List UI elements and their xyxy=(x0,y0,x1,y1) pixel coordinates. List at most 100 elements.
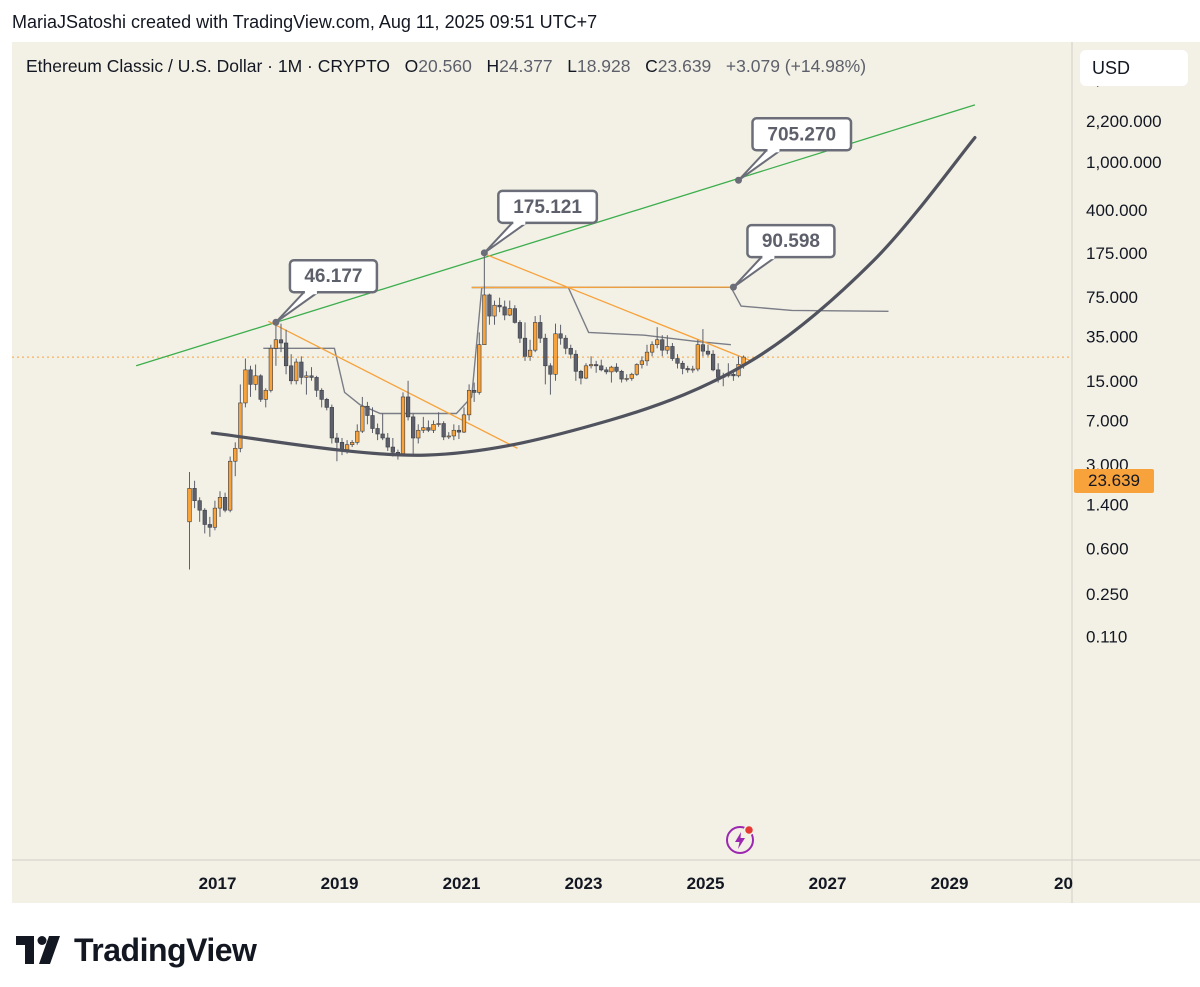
candle-body xyxy=(527,349,533,357)
candle-body xyxy=(451,429,456,437)
orange-trendline xyxy=(268,320,518,449)
candle-body xyxy=(578,370,584,379)
price-chart[interactable]: 12,000.0005,000.0002,200.0001,000.000400… xyxy=(12,42,1200,903)
currency-unit-button[interactable]: USD xyxy=(1080,50,1188,86)
candle-body xyxy=(233,448,238,462)
high-label: H xyxy=(486,56,500,76)
bowl-curve xyxy=(210,136,977,457)
candle-body xyxy=(243,369,248,404)
candle-body xyxy=(629,373,634,379)
x-tick-label: 2019 xyxy=(321,874,359,893)
callout-joint xyxy=(513,219,526,225)
callout-label: 705.270 xyxy=(767,124,836,145)
candle-body xyxy=(639,360,645,365)
candle-body xyxy=(710,353,716,371)
x-tick-label: 2017 xyxy=(199,874,237,893)
callout-pointer xyxy=(737,149,784,182)
candle-body xyxy=(482,294,487,345)
candle-body xyxy=(228,460,233,511)
candle-body xyxy=(619,370,624,380)
candle-body xyxy=(187,488,192,523)
lightning-icon[interactable] xyxy=(724,824,756,856)
candle-body xyxy=(604,369,609,373)
symbol-name: Ethereum Classic / U.S. Dollar · 1M · CR… xyxy=(26,56,391,76)
candle-body xyxy=(416,429,421,439)
x-tick-label: 2029 xyxy=(931,874,969,893)
current-price-tag: 23.639 xyxy=(1074,469,1154,493)
candle-body xyxy=(421,427,426,431)
candle-body xyxy=(548,365,553,375)
candle-body xyxy=(207,524,212,528)
candle-body xyxy=(385,437,390,448)
x-tick-label: 2027 xyxy=(809,874,847,893)
candle-body xyxy=(273,339,279,349)
candle-body xyxy=(716,369,721,378)
brand-name: TradingView xyxy=(74,931,257,968)
close-label: C xyxy=(645,56,658,76)
candle-body xyxy=(477,344,482,393)
x-tick-label: 2023 xyxy=(565,874,603,893)
orange-trendline xyxy=(481,252,752,362)
open-value: 20.560 xyxy=(418,56,472,76)
tradingview-logo-icon xyxy=(16,936,60,964)
candle-body xyxy=(680,362,685,369)
candle-body xyxy=(497,304,502,308)
candle-body xyxy=(624,378,629,380)
callout-box xyxy=(497,189,599,225)
candle-body xyxy=(283,342,289,367)
tradingview-logo[interactable]: TradingView xyxy=(16,931,257,968)
candle-body xyxy=(731,373,736,377)
candle-body xyxy=(329,407,334,439)
candle-body xyxy=(405,396,411,418)
y-tick-label: 0.600 xyxy=(1086,539,1129,558)
candle-body xyxy=(599,365,604,371)
candle-body xyxy=(202,509,207,525)
callout-label: 46.177 xyxy=(304,266,362,287)
candle-body xyxy=(360,405,365,432)
candle-body xyxy=(502,306,507,316)
candle-body xyxy=(538,322,543,339)
chart-panel[interactable]: 12,000.0005,000.0002,200.0001,000.000400… xyxy=(12,42,1200,903)
y-tick-label: 12,000.000 xyxy=(1086,42,1171,43)
candle-body xyxy=(222,497,228,511)
candle-body xyxy=(568,347,573,355)
candle-body xyxy=(558,333,563,339)
y-tick-label: 0.250 xyxy=(1086,585,1129,604)
candle-body xyxy=(238,402,243,449)
candle-body xyxy=(324,399,329,408)
y-tick-label: 15.000 xyxy=(1086,372,1138,391)
candle-body xyxy=(614,366,619,372)
y-tick-label: 75.000 xyxy=(1086,288,1138,307)
candle-body xyxy=(685,368,690,371)
candle-body xyxy=(400,396,406,454)
candle-body xyxy=(705,350,711,355)
candle-body xyxy=(553,333,558,375)
y-tick-label: 1,000.000 xyxy=(1086,153,1162,172)
candle-body xyxy=(268,347,273,391)
callout-box xyxy=(751,117,853,152)
candle-body xyxy=(695,344,700,370)
candle-body xyxy=(609,366,614,373)
candle-body xyxy=(380,433,385,439)
candle-body xyxy=(543,337,548,367)
candle-body xyxy=(278,339,284,344)
callout-pointer xyxy=(483,221,530,254)
high-value: 24.377 xyxy=(499,56,553,76)
candle-body xyxy=(289,365,294,382)
candle-body xyxy=(700,344,706,352)
callout-joint xyxy=(767,147,780,153)
candle-body xyxy=(309,375,314,378)
x-tick-label: 20 xyxy=(1054,874,1073,893)
candle-body xyxy=(675,358,680,364)
callout-joint xyxy=(304,289,317,295)
candle-body xyxy=(466,389,472,416)
candle-body xyxy=(197,500,202,511)
callout-box xyxy=(288,258,379,294)
candle-body xyxy=(670,346,675,359)
candle-body xyxy=(644,351,650,362)
candle-body xyxy=(258,375,263,400)
candle-body xyxy=(690,368,695,371)
callout-box xyxy=(746,223,836,259)
candle-body xyxy=(426,427,431,431)
y-tick-label: 2,200.000 xyxy=(1086,112,1162,131)
